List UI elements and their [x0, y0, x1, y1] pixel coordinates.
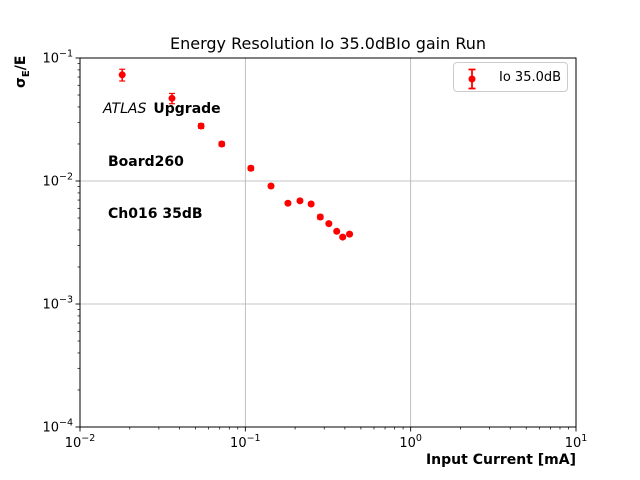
data-point [267, 182, 275, 190]
axes-spines [79, 57, 577, 428]
y-tick-label: 10−3 [42, 295, 73, 313]
data-point [197, 122, 205, 130]
y-tick-label: 10−4 [42, 418, 73, 436]
data-point [339, 233, 347, 241]
x-tick-label: 10−2 [65, 433, 96, 451]
data-point [346, 230, 354, 238]
legend: Io 35.0dB [453, 62, 568, 92]
plot-title: Energy Resolution Io 35.0dBIo gain Run [169, 34, 487, 53]
y-axis-label-rest: /E [13, 55, 29, 71]
data-point [118, 71, 126, 79]
y-tick-label: 10−2 [42, 172, 73, 190]
annotation-line-2: Board260 [108, 153, 184, 170]
data-point [307, 200, 315, 208]
y-axis-label: σE/E [13, 56, 32, 88]
data-point [247, 164, 255, 172]
annotation-line-3: Ch016 35dB [108, 206, 203, 222]
x-axis-label: Input Current [mA] [425, 452, 576, 468]
y-tick-label: 10−1 [42, 49, 73, 67]
data-point [218, 140, 226, 148]
x-tick-label: 101 [565, 433, 588, 451]
data-point [316, 213, 324, 221]
annotation-upgrade: Upgrade [153, 101, 221, 117]
data-point [333, 227, 341, 235]
x-tick-label: 100 [399, 433, 422, 451]
data-point [325, 220, 333, 228]
data-point [296, 197, 304, 205]
annotation-line-1: ATLAS Upgrade [103, 101, 221, 119]
y-axis-label-sigma: σ [13, 77, 29, 88]
annotation: ATLAS Upgrade Board260 Ch016 35dB [103, 66, 221, 259]
x-tick-label: 10−1 [230, 433, 261, 451]
annotation-experiment-name: ATLAS [103, 101, 147, 117]
legend-label: Io 35.0dB [499, 69, 562, 85]
data-point [168, 94, 176, 102]
legend-errorbar-marker-icon [468, 68, 476, 90]
y-axis-label-subscript: E [20, 70, 32, 78]
data-point [284, 199, 292, 207]
